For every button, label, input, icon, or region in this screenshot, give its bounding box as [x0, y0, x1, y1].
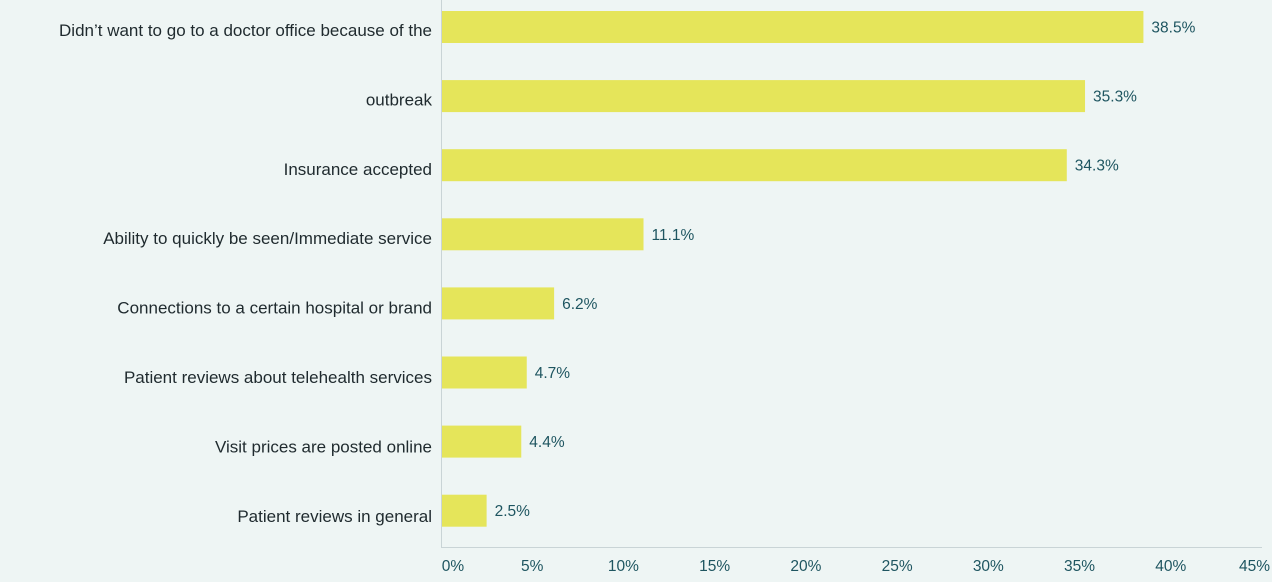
data-label: 38.5%: [1151, 20, 1195, 37]
x-tick-label: 40%: [1155, 558, 1186, 575]
category-label: outbreak: [366, 90, 433, 109]
data-label: 11.1%: [652, 227, 695, 244]
category-labels: Didn’t want to go to a doctor office bec…: [59, 21, 433, 582]
x-tick-label: 25%: [882, 558, 913, 575]
bar: [441, 425, 522, 458]
category-label: Insurance accepted: [284, 160, 432, 179]
x-axis: 0% 5% 10% 15% 20% 25% 30% 35% 40% 45%: [441, 0, 1270, 575]
bar: [441, 149, 1067, 182]
category-label: Ability to quickly be seen/Immediate ser…: [103, 229, 432, 248]
data-label: 2.5%: [495, 503, 531, 520]
category-label: Patient reviews in general: [237, 507, 432, 526]
bar: [441, 494, 487, 527]
data-label: 34.3%: [1075, 158, 1119, 175]
bar: [441, 287, 555, 320]
value-labels: 38.5% 35.3% 34.3% 11.1% 6.2% 4.7% 4.4% 2.5%: [495, 20, 1196, 521]
x-tick-label: 20%: [790, 558, 821, 575]
bar: [441, 80, 1086, 113]
data-label: 6.2%: [562, 296, 598, 313]
x-tick-label: 10%: [608, 558, 639, 575]
data-label: 4.4%: [529, 434, 565, 451]
category-label: Patient reviews about telehealth service…: [124, 368, 432, 387]
x-tick-label: 15%: [699, 558, 730, 575]
category-label: Didn’t want to go to a doctor office bec…: [59, 21, 432, 40]
bars: [441, 11, 1144, 527]
x-tick-label: 30%: [973, 558, 1004, 575]
x-tick-label: 5%: [521, 558, 544, 575]
category-label: Connections to a certain hospital or bra…: [117, 299, 432, 318]
x-tick-label: 45%: [1239, 558, 1270, 575]
x-tick-label: 0%: [442, 558, 465, 575]
bar: [441, 218, 644, 251]
category-label: Visit prices are posted online: [215, 437, 432, 456]
bar: [441, 11, 1144, 43]
x-tick-label: 35%: [1064, 558, 1095, 575]
data-label: 4.7%: [535, 365, 571, 382]
bar: [441, 356, 527, 389]
data-label: 35.3%: [1093, 89, 1137, 106]
